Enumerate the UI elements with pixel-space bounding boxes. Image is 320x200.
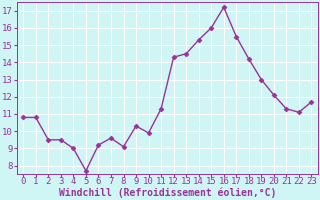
X-axis label: Windchill (Refroidissement éolien,°C): Windchill (Refroidissement éolien,°C) xyxy=(59,187,276,198)
